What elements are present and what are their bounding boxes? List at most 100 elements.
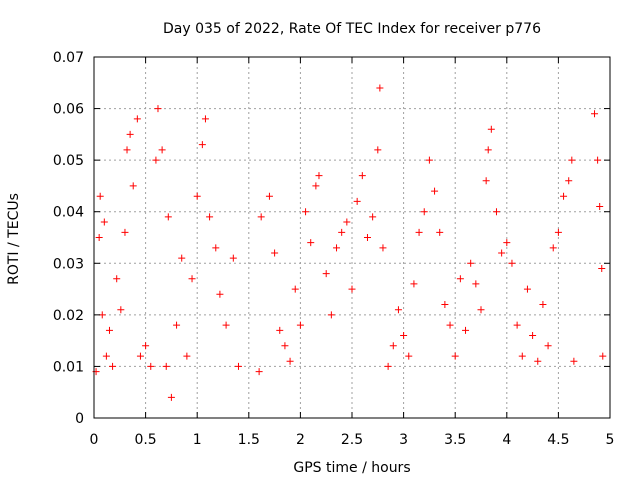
data-point [369, 213, 377, 221]
data-point [482, 177, 490, 185]
data-point [206, 213, 214, 221]
y-tick-label: 0.04 [53, 205, 84, 221]
y-axis-label: ROTI / TECUs [6, 193, 22, 285]
data-point [508, 259, 516, 267]
data-point [523, 285, 531, 293]
x-tick-label: 2 [296, 432, 305, 448]
data-point [596, 203, 604, 211]
data-point [594, 156, 602, 164]
data-point [216, 290, 224, 298]
data-point [374, 146, 382, 154]
data-point [477, 306, 485, 314]
y-tick-label: 0.01 [53, 359, 84, 375]
x-tick-label: 5 [606, 432, 615, 448]
x-tick-label: 1 [193, 432, 202, 448]
data-point [348, 285, 356, 293]
points-layer [92, 84, 607, 401]
data-point [201, 115, 209, 123]
data-point [420, 208, 428, 216]
data-point [234, 362, 242, 370]
x-tick-label: 3 [399, 432, 408, 448]
data-point [126, 130, 134, 138]
data-point [358, 172, 366, 180]
y-tick-label: 0.02 [53, 308, 84, 324]
data-point [178, 254, 186, 262]
data-point [539, 301, 547, 309]
data-point [152, 156, 160, 164]
data-point [534, 357, 542, 365]
data-point [554, 228, 562, 236]
data-point [518, 352, 526, 360]
data-point [492, 208, 500, 216]
data-point [529, 331, 537, 339]
data-point [255, 368, 263, 376]
data-point [291, 285, 299, 293]
data-point [121, 228, 129, 236]
data-point [503, 239, 511, 247]
data-point [379, 244, 387, 252]
data-point [410, 280, 418, 288]
data-point [441, 301, 449, 309]
data-point [513, 321, 521, 329]
data-point [102, 352, 110, 360]
data-point [96, 192, 104, 200]
data-point [296, 321, 304, 329]
data-point [271, 249, 279, 257]
data-point [425, 156, 433, 164]
data-point [472, 280, 480, 288]
data-point [173, 321, 181, 329]
data-point [400, 331, 408, 339]
data-point [222, 321, 230, 329]
x-tick-label: 0 [90, 432, 99, 448]
data-point [568, 156, 576, 164]
data-point [257, 213, 265, 221]
data-point [376, 84, 384, 92]
data-point [100, 218, 108, 226]
data-point [565, 177, 573, 185]
data-point [286, 357, 294, 365]
y-tick-label: 0.06 [53, 102, 84, 118]
data-point [198, 141, 206, 149]
data-point [133, 115, 141, 123]
y-tick-label: 0.05 [53, 153, 84, 169]
data-point [164, 213, 172, 221]
data-point [162, 362, 170, 370]
data-point [193, 192, 201, 200]
data-point [544, 342, 552, 350]
y-tick-label: 0.07 [53, 50, 84, 66]
chart-title: Day 035 of 2022, Rate Of TEC Index for r… [163, 21, 541, 37]
data-point [415, 228, 423, 236]
data-point [136, 352, 144, 360]
axis-layer: 0 0.5 1 1.5 2 2.5 3 3.5 4 4.5 5 0 0.01 0.02 0.03 0.04 0.… [53, 50, 615, 448]
data-point [158, 146, 166, 154]
x-axis-label: GPS time / hours [293, 460, 410, 476]
data-point [436, 228, 444, 236]
data-point [343, 218, 351, 226]
data-point [384, 362, 392, 370]
data-point [338, 228, 346, 236]
data-point [183, 352, 191, 360]
data-point [549, 244, 557, 252]
data-point [467, 259, 475, 267]
data-point [570, 357, 578, 365]
x-tick-label: 2.5 [341, 432, 363, 448]
data-point [113, 275, 121, 283]
data-point [484, 146, 492, 154]
x-tick-label: 4.5 [547, 432, 569, 448]
data-point [109, 362, 117, 370]
data-point [394, 306, 402, 314]
data-point [591, 110, 599, 118]
y-tick-label: 0.03 [53, 256, 84, 272]
data-point [154, 105, 162, 113]
data-point [599, 352, 607, 360]
x-tick-label: 3.5 [444, 432, 466, 448]
data-point [229, 254, 237, 262]
x-tick-label: 4 [502, 432, 511, 448]
data-point [462, 326, 470, 334]
data-point [147, 362, 155, 370]
data-point [302, 208, 310, 216]
data-point [353, 197, 361, 205]
data-point [276, 326, 284, 334]
data-point [598, 264, 606, 272]
